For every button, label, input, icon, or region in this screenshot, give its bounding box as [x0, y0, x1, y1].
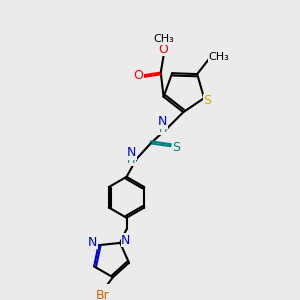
Text: N: N: [127, 146, 136, 159]
Text: S: S: [203, 94, 211, 107]
Text: H: H: [158, 124, 167, 134]
Text: S: S: [172, 141, 180, 154]
Text: CH₃: CH₃: [208, 52, 229, 62]
Text: O: O: [133, 69, 143, 82]
Text: N: N: [158, 115, 167, 128]
Text: CH₃: CH₃: [153, 34, 174, 44]
Text: N: N: [121, 234, 130, 247]
Text: H: H: [127, 155, 136, 165]
Text: O: O: [159, 43, 169, 56]
Text: N: N: [88, 236, 98, 249]
Text: Br: Br: [96, 289, 110, 300]
